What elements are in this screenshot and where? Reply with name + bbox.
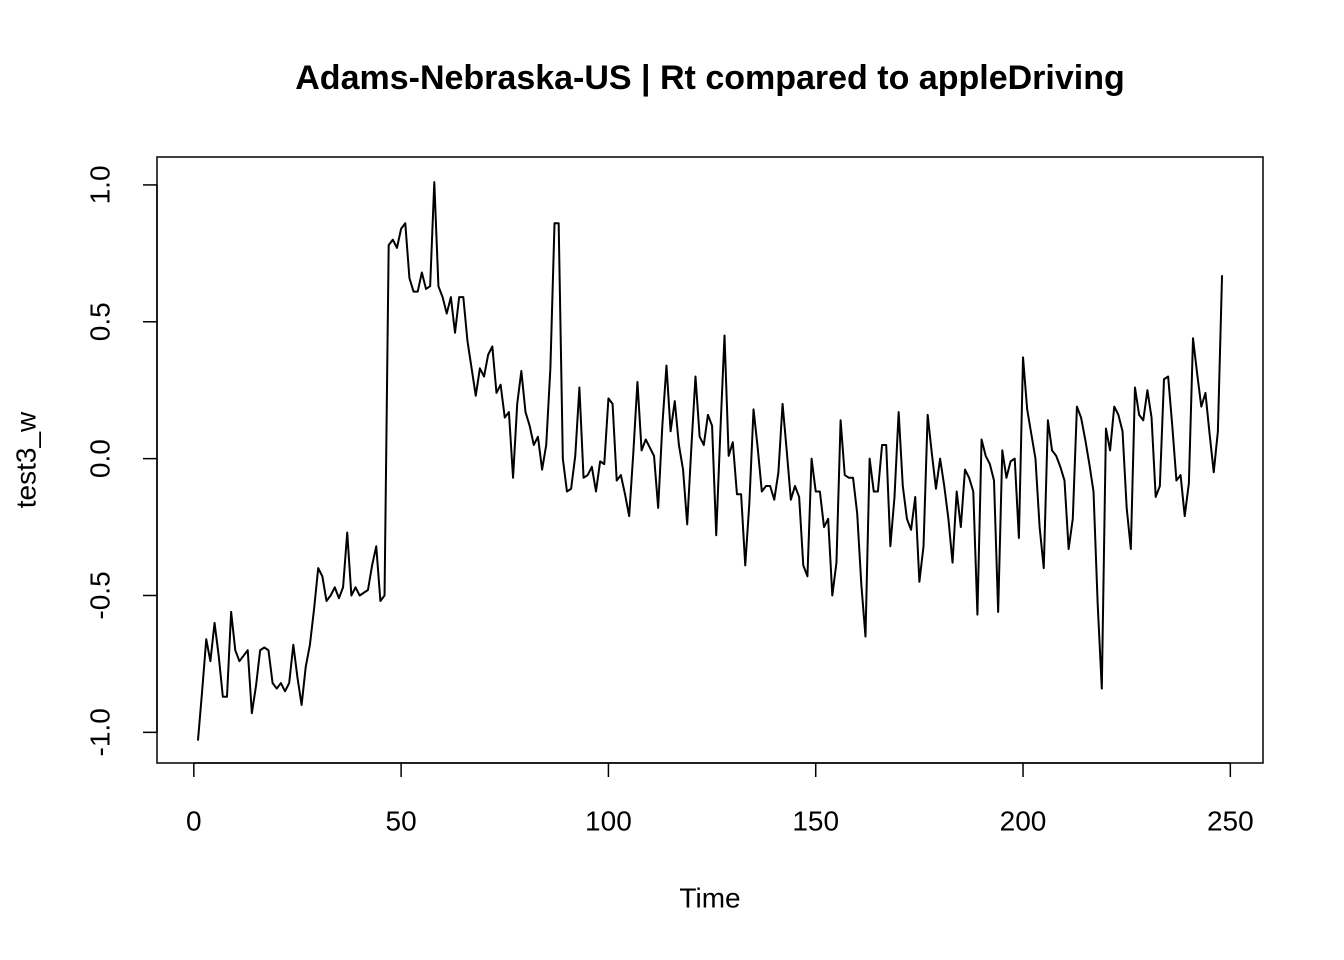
y-tick-label: 0.0 bbox=[84, 439, 115, 478]
x-tick-label: 0 bbox=[186, 805, 202, 836]
y-axis-label: test3_w bbox=[10, 411, 41, 508]
y-tick-label: 0.5 bbox=[84, 302, 115, 341]
y-tick-label: 1.0 bbox=[84, 165, 115, 204]
y-tick-label: -1.0 bbox=[84, 708, 115, 756]
data-line bbox=[196, 181, 1224, 741]
x-tick-label: 50 bbox=[386, 805, 417, 836]
y-tick-label: -0.5 bbox=[84, 571, 115, 619]
x-tick-label: 150 bbox=[792, 805, 839, 836]
x-axis-label: Time bbox=[679, 882, 740, 913]
chart-title: Adams-Nebraska-US | Rt compared to apple… bbox=[295, 59, 1124, 97]
x-tick-label: 200 bbox=[1000, 805, 1047, 836]
x-tick-label: 250 bbox=[1207, 805, 1254, 836]
x-tick-label: 100 bbox=[585, 805, 632, 836]
